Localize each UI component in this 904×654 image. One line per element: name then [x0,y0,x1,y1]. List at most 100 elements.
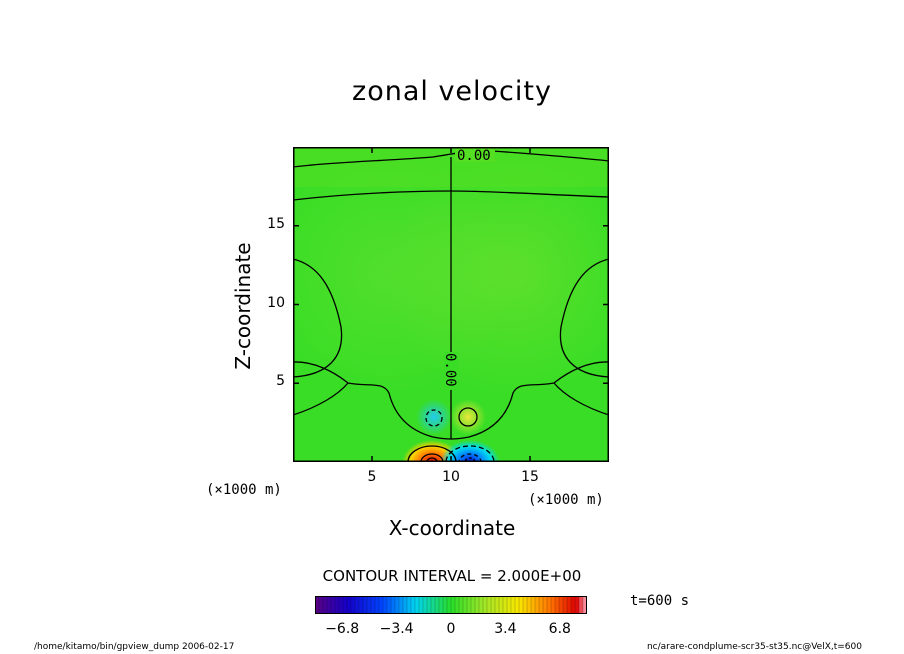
colorbar-tick-label: 6.8 [548,621,571,637]
colorbar-cell [487,596,492,614]
colorbar-cell [347,596,352,614]
colorbar-cell [359,596,364,614]
colorbar-cell [575,596,580,614]
colorbar-cell [515,596,520,614]
y-unit-label: (×1000 m) [206,482,282,498]
chart-title: zonal velocity [352,76,552,107]
colorbar-cell [367,596,372,614]
colorbar-tick-label: 3.4 [494,621,517,637]
colorbar-cell [419,596,424,614]
colorbar-cell [319,596,324,614]
colorbar-cell [571,596,576,614]
colorbar-cell [467,596,472,614]
feature-cyan-left [416,399,452,435]
colorbar-cell [379,596,384,614]
contour-interval: CONTOUR INTERVAL = 2.000E+00 [322,567,582,585]
colorbar-cell [355,596,360,614]
colorbar-cell [579,596,584,614]
colorbar-cell [335,596,340,614]
colorbar-cell [427,596,432,614]
footer-left: /home/kitamo/bin/gpview_dump 2006-02-17 [34,642,235,652]
colorbar-cell [551,596,556,614]
colorbar-cell [455,596,460,614]
colorbar-cell [583,596,587,614]
colorbar-cell [491,596,496,614]
y-tick-label: 5 [276,373,285,390]
colorbar-cell [459,596,464,614]
colorbar-cell [323,596,328,614]
contour-blue-inner [458,453,482,462]
colorbar-cell [511,596,516,614]
colorbar-cell [463,596,468,614]
colorbar-cell [363,596,368,614]
x-tick-label: 10 [442,469,460,485]
colorbar-cell [315,596,320,614]
contour-right-lower [553,382,609,416]
colorbar-cell [531,596,536,614]
colorbar-cell [435,596,440,614]
colorbar-cell [371,596,376,614]
contour-label-bg-top [455,148,495,162]
colorbar-cell [327,596,332,614]
colorbar-cell [339,596,344,614]
contour-right-inner [450,361,609,440]
colorbar-cell [375,596,380,614]
colorbar-tick-label: −6.8 [325,621,360,637]
colorbar-cell [567,596,572,614]
colorbar-cell [431,596,436,614]
colorbar-cell [387,596,392,614]
colorbar-cell [343,596,348,614]
plot-area: 0.00 0.00 [293,147,609,462]
colorbar-cell [351,596,356,614]
colorbar-cell [443,596,448,614]
x-axis-label: X-coordinate [388,516,516,540]
contour-left-lower [293,382,349,416]
colorbar-cell [523,596,528,614]
y-axis-label: Z-coordinate [231,242,255,370]
y-tick-label: 10 [267,294,285,311]
colorbar-cell [451,596,456,614]
contour-red-inner [420,453,444,462]
contour-left-outer [293,258,343,378]
colorbar-cell [499,596,504,614]
colorbar-cell [395,596,400,614]
colorbar-cell [539,596,544,614]
colorbar-cell [383,596,388,614]
contour-label-bg-vertical [444,352,458,390]
colorbar-cell [391,596,396,614]
colorbar-tick-label: −3.4 [379,621,414,637]
colorbar-cell [535,596,540,614]
x-unit-label: (×1000 m) [528,492,604,508]
colorbar-cell [399,596,404,614]
colorbar-cell [527,596,532,614]
colorbar-cell [331,596,336,614]
feature-yellow-right [450,399,486,435]
colorbar-cell [407,596,412,614]
colorbar-cell [411,596,416,614]
contour-right-outer [559,258,609,378]
colorbar-cell [447,596,452,614]
colorbar-cell [423,596,428,614]
colorbar-tick-label: 0 [446,621,456,637]
colorbar-cell [483,596,488,614]
colorbar-cell [555,596,560,614]
colorbar-cell [507,596,512,614]
contour-label-top: 0.00 [457,148,491,164]
contour-red-core [426,457,438,462]
x-tick-label: 15 [521,469,539,485]
colorbar-cell [495,596,500,614]
colorbar-cell [547,596,552,614]
colorbar-cell [559,596,564,614]
time-label: t=600 s [630,593,690,609]
footer-right: nc/arare-condplume-scr35-st35.nc@VelX,t=… [646,642,862,652]
colorbar-cell [543,596,548,614]
colorbar-cell [479,596,484,614]
colorbar-frame [315,596,587,614]
contour-yellow-small [458,407,478,427]
contour-cyan-small [425,409,443,427]
colorbar-cell [475,596,480,614]
contour-blue-core [464,457,476,462]
contour-label-vertical: 0.00 [442,353,458,387]
colorbar-cell [439,596,444,614]
contour-left-inner [293,361,452,440]
